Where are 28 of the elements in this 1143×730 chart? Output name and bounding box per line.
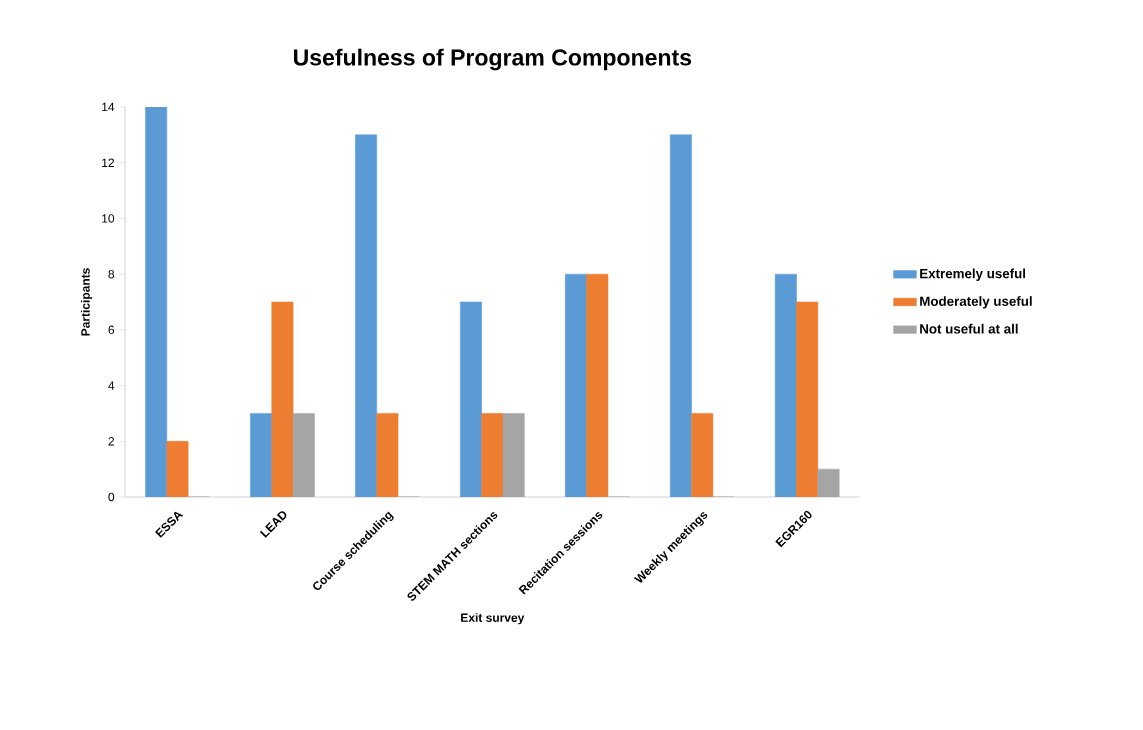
legend-label: Extremely useful (920, 268, 1026, 281)
y-tick-label: 8 (108, 269, 115, 279)
y-tick-label: 14 (102, 102, 115, 112)
bar (250, 413, 273, 497)
bar (376, 413, 399, 497)
y-axis-title: Participants (80, 268, 93, 336)
y-tick-label: 6 (108, 325, 115, 335)
legend-label: Moderately useful (920, 296, 1032, 309)
bar (481, 413, 504, 497)
bar (166, 441, 189, 497)
bar (565, 273, 587, 497)
y-tick-label: 4 (108, 381, 115, 390)
bar (796, 301, 819, 497)
x-axis-title: Exit survey (461, 613, 525, 625)
y-tick-label: 10 (102, 214, 115, 223)
bar (460, 301, 482, 497)
bar (271, 301, 294, 497)
legend-label: Not useful at all (920, 323, 1018, 334)
bar (145, 106, 168, 497)
y-tick-label: 12 (102, 158, 114, 167)
bar (586, 273, 609, 497)
bar (669, 134, 692, 497)
y-tick-label: 0 (108, 492, 115, 502)
bar (691, 413, 714, 497)
y-tick-label: 2 (108, 437, 114, 446)
bar (355, 134, 377, 497)
chart-title: Usefulness of Program Components (294, 48, 692, 71)
bar (774, 273, 797, 497)
